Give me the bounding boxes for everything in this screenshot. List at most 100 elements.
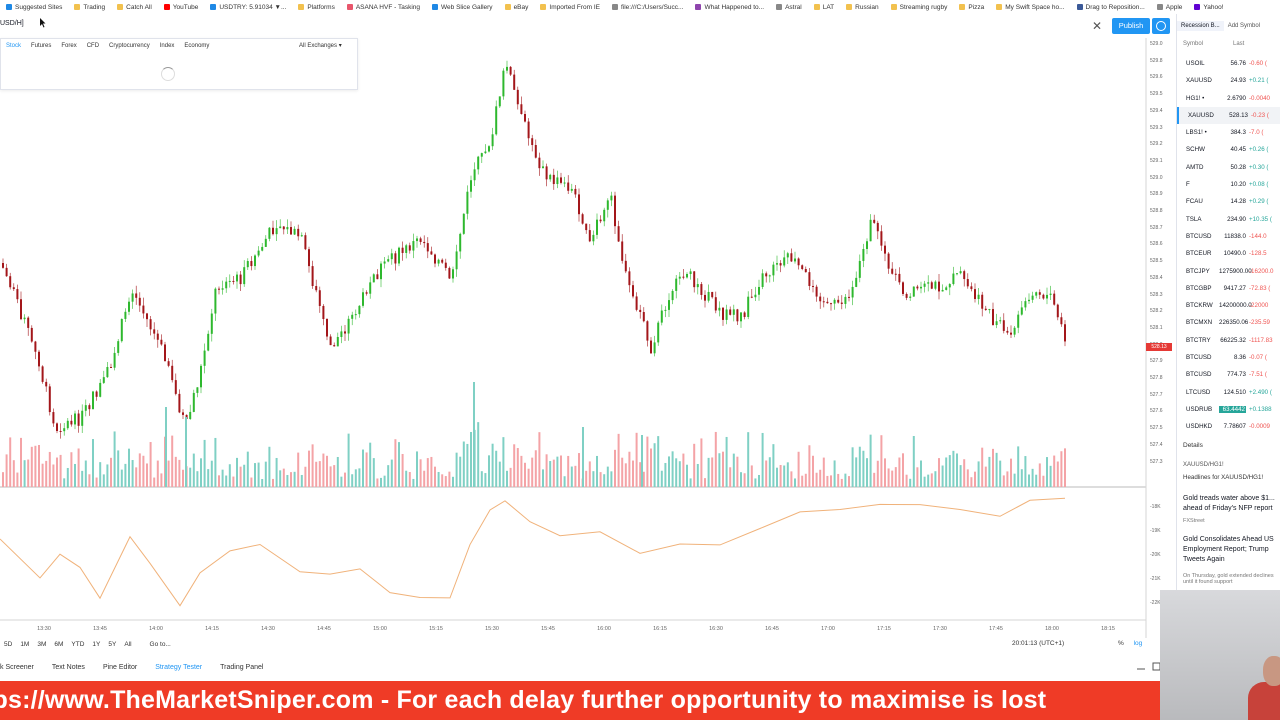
search-tab-forex[interactable]: Forex bbox=[61, 43, 77, 49]
watchlist-row[interactable]: BTCUSD 8.36 -0.07 ( bbox=[1177, 349, 1280, 366]
watchlist-last-price: 10490.0 bbox=[1223, 250, 1246, 258]
symbol-search-input[interactable]: USD/H] bbox=[0, 20, 24, 27]
bookmark-item[interactable]: Russian bbox=[840, 0, 884, 14]
bookmark-item[interactable]: Drag to Reposition... bbox=[1071, 0, 1151, 14]
volume-bar bbox=[1031, 468, 1034, 487]
panel-tab[interactable]: Text Notes bbox=[51, 663, 85, 671]
col-last[interactable]: Last bbox=[1233, 41, 1245, 47]
range-option[interactable]: 6M bbox=[54, 640, 64, 648]
bookmark-item[interactable]: Trading bbox=[68, 0, 111, 14]
watchlist-row[interactable]: F 10.20 +0.08 ( bbox=[1177, 176, 1280, 193]
publish-button[interactable]: Publish bbox=[1112, 18, 1150, 34]
bookmark-icon bbox=[1156, 4, 1163, 10]
watchlist-name-tab[interactable]: Recession B... bbox=[1177, 21, 1224, 31]
range-option[interactable]: 5Y bbox=[108, 640, 117, 648]
bookmark-item[interactable]: ASANA HVF - Tasking bbox=[341, 0, 426, 14]
range-option[interactable]: 1Y bbox=[92, 640, 101, 648]
bookmark-item[interactable]: Astral bbox=[770, 0, 808, 14]
range-option[interactable]: Go to... bbox=[149, 640, 171, 648]
percent-scale-toggle[interactable]: % bbox=[1118, 640, 1124, 647]
bookmark-item[interactable]: My Swift Space ho... bbox=[990, 0, 1070, 14]
close-icon[interactable]: ✕ bbox=[1091, 19, 1103, 33]
volume-bar bbox=[74, 463, 76, 487]
price-axis-label: 528.5 bbox=[1150, 258, 1163, 265]
bookmark-item[interactable]: Platforms bbox=[292, 0, 340, 14]
price-axis[interactable]: 529.0 529.8 529.6 529.5 529.4 529.3 529.2 529.1… bbox=[1146, 38, 1175, 488]
chart-area[interactable]: -18K -19K -20K -21K -22K 13:30 13:45 14:00 14:15… bbox=[0, 38, 1175, 638]
news-headline-1[interactable]: Gold treads water above $1... ahead of F… bbox=[1183, 495, 1275, 512]
watchlist-row[interactable]: BTCKRW 14200000.0 -22000 bbox=[1177, 297, 1280, 314]
volume-bar bbox=[750, 465, 753, 487]
bookmark-item[interactable]: What Happened to... bbox=[689, 0, 770, 14]
bookmark-item[interactable]: Catch All bbox=[111, 0, 158, 14]
candle-body bbox=[887, 253, 890, 269]
watchlist-row[interactable]: BTCTRY 66225.32 -1117.83 bbox=[1177, 332, 1280, 349]
bookmark-item[interactable]: YouTube bbox=[158, 0, 205, 14]
range-option[interactable]: All bbox=[124, 640, 132, 648]
watchlist-row[interactable]: XAUUSD 528.13 -0.23 ( bbox=[1177, 106, 1280, 125]
panel-tab[interactable]: Trading Panel bbox=[220, 663, 264, 671]
bookmark-item[interactable]: Yahoo! bbox=[1188, 0, 1229, 14]
watchlist-row[interactable]: BTCUSD 774.73 -7.51 ( bbox=[1177, 366, 1280, 383]
search-tab-cfd[interactable]: CFD bbox=[86, 43, 100, 49]
volume-bar bbox=[502, 437, 505, 487]
range-option[interactable]: 5D bbox=[4, 640, 13, 648]
watchlist-row[interactable]: XAUUSD 24.93 +0.21 ( bbox=[1177, 72, 1280, 89]
bookmark-item[interactable]: Apple bbox=[1151, 0, 1189, 14]
bookmark-item[interactable]: Web Slice Gallery bbox=[426, 0, 499, 14]
search-tab-cryptocurrency[interactable]: Cryptocurrency bbox=[109, 43, 150, 49]
panel-tab[interactable]: k Screener bbox=[0, 663, 34, 671]
search-tab-index[interactable]: Index bbox=[159, 43, 175, 49]
replay-button[interactable] bbox=[1152, 18, 1170, 34]
watchlist-row[interactable]: AMTD 50.28 +0.30 ( bbox=[1177, 159, 1280, 176]
panel-tab[interactable]: Strategy Tester bbox=[155, 663, 203, 671]
news-headline-2[interactable]: Gold Consolidates Ahead US Employment Re… bbox=[1183, 536, 1274, 563]
panel-tab[interactable]: Pine Editor bbox=[102, 663, 138, 671]
bookmark-item[interactable]: eBay bbox=[499, 0, 535, 14]
candle-body bbox=[77, 413, 80, 426]
watchlist-row[interactable]: USDRUB 63.4442 +0.1388 bbox=[1177, 401, 1280, 418]
watchlist-row[interactable]: BTCMXN 226350.06 -235.59 bbox=[1177, 314, 1280, 331]
range-option[interactable]: 1M bbox=[20, 640, 30, 648]
timezone-label[interactable]: 20:01:13 (UTC+1) bbox=[1012, 640, 1065, 647]
col-symbol[interactable]: Symbol bbox=[1183, 41, 1204, 47]
maximize-icon[interactable] bbox=[1152, 662, 1161, 671]
watchlist-row[interactable]: SCHW 40.45 +0.26 ( bbox=[1177, 141, 1280, 158]
volume-bar bbox=[563, 476, 566, 487]
bookmark-item[interactable]: Imported From IE bbox=[534, 0, 606, 14]
bookmark-item[interactable]: Pizza bbox=[953, 0, 990, 14]
volume-bar bbox=[372, 458, 375, 487]
candle-body bbox=[63, 428, 66, 432]
details-heading[interactable]: Details bbox=[1183, 442, 1203, 449]
add-symbol-button[interactable]: Add Symbol bbox=[1227, 23, 1261, 29]
watchlist-row[interactable]: USDHKD 7.78607 -0.0009 bbox=[1177, 418, 1280, 435]
log-scale-toggle[interactable]: log bbox=[1133, 640, 1143, 647]
bookmark-item[interactable]: USDTRY: 5.91034 ▼... bbox=[204, 0, 292, 14]
volume-bar bbox=[891, 470, 894, 487]
bookmark-item[interactable]: Suggested Sites bbox=[0, 0, 68, 14]
watchlist-row[interactable]: BTCUSD 11838.0 -144.0 bbox=[1177, 228, 1280, 245]
watchlist-row[interactable]: HG1! • 2.6790 -0.0040 bbox=[1177, 90, 1280, 107]
range-option[interactable]: 3M bbox=[37, 640, 47, 648]
volume-bar bbox=[869, 434, 872, 487]
search-tab-futures[interactable]: Futures bbox=[31, 43, 52, 49]
watchlist-row[interactable]: BTCEUR 10490.0 -128.5 bbox=[1177, 245, 1280, 262]
watchlist-row[interactable]: TSLA 234.90 +10.35 ( bbox=[1177, 211, 1280, 228]
candle-body bbox=[722, 307, 724, 320]
watchlist-row[interactable]: LBS1! • 384.3 -7.0 ( bbox=[1177, 124, 1280, 141]
bookmark-item[interactable]: LAT bbox=[808, 0, 840, 14]
volume-bar bbox=[560, 455, 562, 487]
search-tab-economy[interactable]: Economy bbox=[184, 43, 210, 49]
search-tab-stock[interactable]: Stock bbox=[6, 43, 22, 49]
bookmark-item[interactable]: Streaming rugby bbox=[885, 0, 954, 14]
watchlist-row[interactable]: USOIL 56.76 -0.60 ( bbox=[1177, 55, 1280, 72]
watchlist-row[interactable]: FCAU 14.28 +0.29 ( bbox=[1177, 193, 1280, 210]
watchlist-row[interactable]: LTCUSD 124.510 +2.490 ( bbox=[1177, 384, 1280, 401]
price-chart[interactable]: -18K -19K -20K -21K -22K 13:30 13:45 14:00 14:15… bbox=[0, 38, 1175, 638]
watchlist-row[interactable]: BTCGBP 9417.27 -72.83 ( bbox=[1177, 280, 1280, 297]
candle-body bbox=[477, 156, 480, 170]
exchange-select[interactable]: All Exchanges ▾ bbox=[299, 43, 342, 49]
bookmark-item[interactable]: file:///C:/Users/Succ... bbox=[606, 0, 690, 14]
range-option[interactable]: YTD bbox=[71, 640, 85, 648]
watchlist-row[interactable]: BTCJPY 1275900.00 -16200.0 bbox=[1177, 263, 1280, 280]
